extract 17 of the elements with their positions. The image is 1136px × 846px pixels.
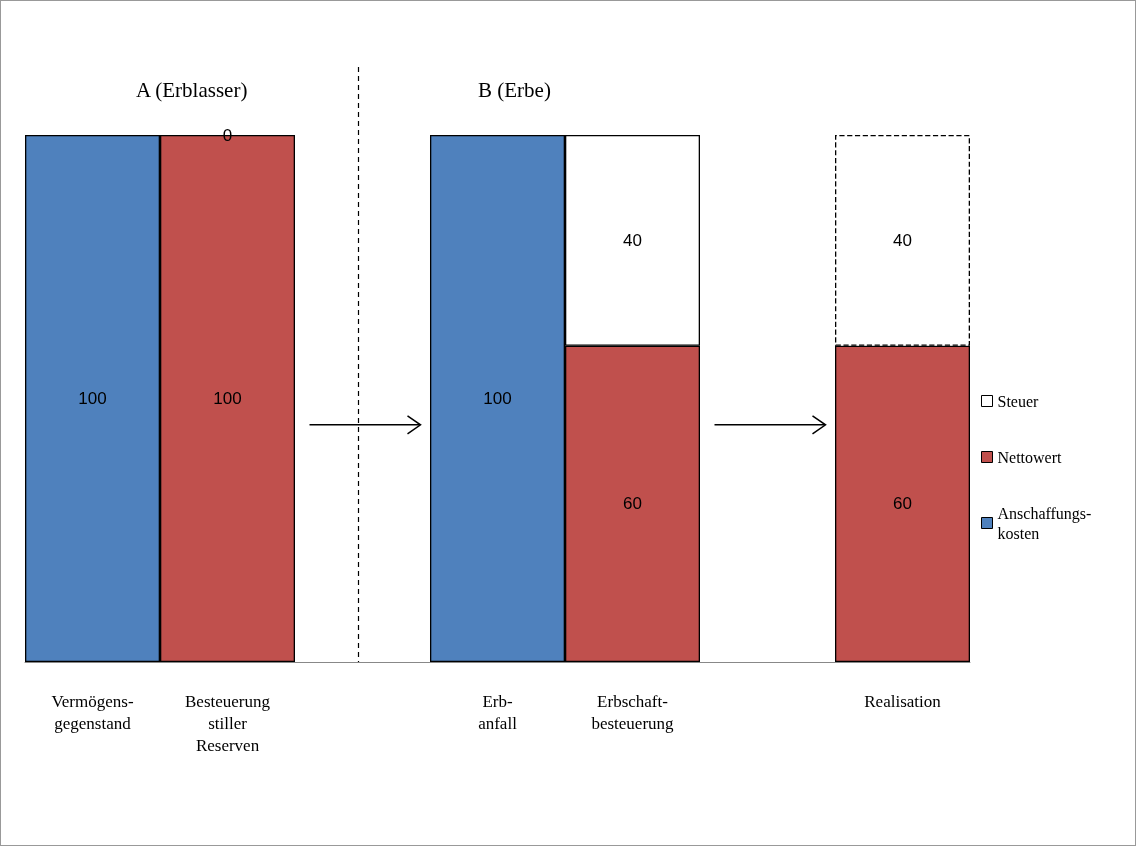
data-label: 100 [483, 389, 512, 408]
text: B (Erbe) [478, 77, 551, 102]
x-tick-label: Realisation [864, 691, 942, 711]
legend-label: Nettowert [997, 448, 1063, 466]
data-label: 60 [893, 494, 912, 514]
data-label: 40 [893, 230, 912, 250]
x-tick-label: Vermögens- gegenstand [51, 691, 134, 733]
data-label: 40 [623, 230, 642, 250]
text: A (Erblasser) [136, 77, 248, 102]
data-label: 100 [213, 389, 242, 408]
legend-label: Anschaffungs- kosten [997, 504, 1092, 542]
data-label: 100 [78, 389, 107, 408]
x-tick-label: Erbschaft- besteuerung [591, 691, 675, 733]
data-label: 60 [623, 494, 642, 514]
x-tick-label: Erb- anfall [478, 691, 518, 733]
legend-label: Steuer [997, 392, 1040, 410]
x-tick-label: Besteuerung stiller Reserven [185, 691, 271, 755]
